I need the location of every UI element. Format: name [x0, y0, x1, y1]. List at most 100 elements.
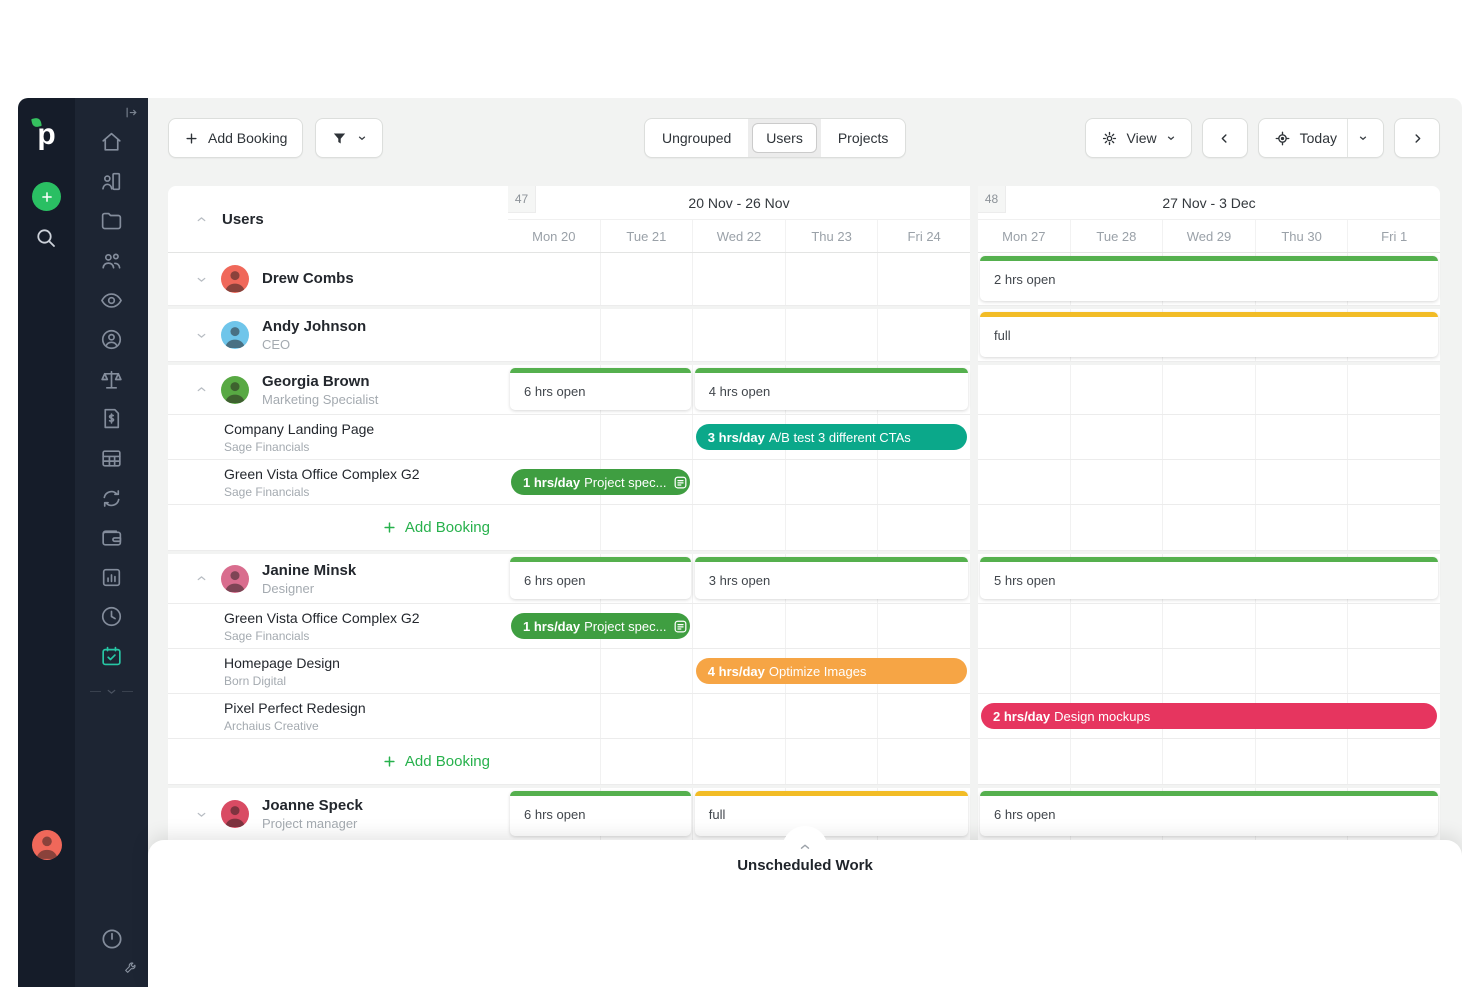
- day-cell[interactable]: [1256, 415, 1349, 459]
- day-cell[interactable]: [601, 554, 694, 603]
- day-cell[interactable]: [978, 415, 1071, 459]
- day-cell[interactable]: [601, 694, 694, 738]
- day-cell[interactable]: [878, 253, 970, 305]
- collapse-group-chevron[interactable]: [195, 213, 208, 226]
- project-row-green-vista-office-complex-g2[interactable]: Green Vista Office Complex G2 Sage Finan…: [168, 604, 508, 649]
- day-header-cell[interactable]: Thu 30: [1256, 220, 1349, 252]
- day-cell[interactable]: [1348, 604, 1440, 648]
- day-cell[interactable]: [978, 649, 1071, 693]
- day-header-cell[interactable]: Thu 23: [786, 220, 879, 252]
- expand-user-chevron[interactable]: [195, 329, 208, 342]
- day-cell[interactable]: [601, 309, 694, 361]
- availability-card[interactable]: 6 hrs open: [510, 791, 691, 836]
- day-header-cell[interactable]: Mon 27: [978, 220, 1071, 252]
- availability-card[interactable]: full: [694, 791, 968, 836]
- sidebar-item-clients[interactable]: [75, 162, 148, 202]
- view-button[interactable]: View: [1084, 118, 1192, 158]
- availability-card[interactable]: 3 hrs open: [694, 557, 968, 599]
- avatar[interactable]: [221, 265, 249, 293]
- day-cell[interactable]: [601, 649, 694, 693]
- day-cell[interactable]: [978, 739, 1071, 784]
- day-cell[interactable]: [978, 460, 1071, 504]
- booking-pill[interactable]: 4 hrs/day Optimize Images: [695, 658, 967, 684]
- sidebar-item-watching-eye[interactable]: [75, 280, 148, 320]
- sidebar-item-scheduler-calendar[interactable]: [75, 637, 148, 677]
- day-cell[interactable]: [978, 505, 1071, 550]
- search-icon[interactable]: [34, 226, 58, 255]
- day-cell[interactable]: [601, 739, 694, 784]
- day-cell[interactable]: [693, 309, 786, 361]
- booking-pill[interactable]: 1 hrs/day Project spec...: [511, 469, 690, 495]
- availability-card[interactable]: 6 hrs open: [510, 368, 691, 410]
- day-cell[interactable]: [601, 253, 694, 305]
- day-cell[interactable]: [508, 649, 601, 693]
- expand-user-chevron[interactable]: [195, 273, 208, 286]
- availability-card[interactable]: full: [980, 312, 1438, 357]
- day-cell[interactable]: [1348, 739, 1440, 784]
- day-header-cell[interactable]: Tue 28: [1071, 220, 1164, 252]
- avatar[interactable]: [221, 321, 249, 349]
- expand-sidebar-icon[interactable]: [124, 105, 139, 125]
- sidebar-item-timesheets-table[interactable]: [75, 439, 148, 479]
- tab-projects[interactable]: Projects: [837, 130, 889, 146]
- day-cell[interactable]: [878, 694, 970, 738]
- day-header-cell[interactable]: Fri 24: [907, 228, 941, 244]
- project-row-pixel-perfect-redesign[interactable]: Pixel Perfect Redesign Archaius Creative: [168, 694, 508, 739]
- user-row-georgia-brown[interactable]: Georgia Brown Marketing Specialist: [168, 365, 508, 415]
- project-row-company-landing-page[interactable]: Company Landing Page Sage Financials: [168, 415, 508, 460]
- next-week-button[interactable]: [1394, 118, 1440, 158]
- day-cell[interactable]: [1256, 505, 1349, 550]
- availability-card[interactable]: 5 hrs open: [980, 557, 1438, 599]
- day-cell[interactable]: [693, 460, 786, 504]
- day-cell[interactable]: [978, 604, 1071, 648]
- day-cell[interactable]: [601, 505, 694, 550]
- sidebar-item-team[interactable]: [75, 241, 148, 281]
- day-cell[interactable]: [1348, 415, 1440, 459]
- project-row-homepage-design[interactable]: Homepage Design Born Digital: [168, 649, 508, 694]
- sidebar-item-wrench[interactable]: [123, 959, 139, 981]
- day-cell[interactable]: [1163, 505, 1256, 550]
- day-cell[interactable]: [878, 460, 970, 504]
- add-booking-inline-button[interactable]: Add Booking: [168, 739, 508, 784]
- day-header-cell[interactable]: Wed 22: [693, 220, 786, 252]
- day-cell[interactable]: [1163, 739, 1256, 784]
- day-header-cell[interactable]: Fri 1: [1381, 228, 1408, 244]
- day-cell[interactable]: [1071, 505, 1164, 550]
- tab-users[interactable]: Users: [748, 119, 821, 157]
- quick-add-button[interactable]: [32, 182, 61, 211]
- day-cell[interactable]: [786, 604, 879, 648]
- day-cell[interactable]: [1163, 460, 1256, 504]
- day-header-cell[interactable]: Mon 20: [508, 220, 601, 252]
- day-cell[interactable]: [693, 604, 786, 648]
- day-cell[interactable]: [1071, 365, 1164, 414]
- day-cell[interactable]: [508, 253, 601, 305]
- sidebar-item-time-clock[interactable]: [75, 597, 148, 637]
- day-cell[interactable]: [601, 365, 694, 414]
- availability-card[interactable]: 6 hrs open: [510, 557, 691, 599]
- day-cell[interactable]: [786, 739, 879, 784]
- day-cell[interactable]: [508, 415, 601, 459]
- add-booking-button[interactable]: Add Booking: [168, 118, 304, 158]
- day-cell[interactable]: [1256, 365, 1349, 414]
- day-cell[interactable]: [1348, 365, 1440, 414]
- user-row-andy-johnson[interactable]: Andy Johnson CEO: [168, 309, 508, 362]
- day-cell[interactable]: [1071, 649, 1164, 693]
- expand-user-chevron[interactable]: [195, 383, 208, 396]
- day-cell[interactable]: [1348, 460, 1440, 504]
- day-cell[interactable]: [693, 739, 786, 784]
- day-cell[interactable]: [1348, 649, 1440, 693]
- group-header-users[interactable]: Users: [168, 186, 508, 253]
- day-cell[interactable]: [693, 505, 786, 550]
- day-cell[interactable]: [1163, 415, 1256, 459]
- sidebar-item-contact[interactable]: [75, 320, 148, 360]
- day-cell[interactable]: [601, 788, 694, 840]
- prev-week-button[interactable]: [1201, 118, 1248, 158]
- expand-user-chevron[interactable]: [195, 572, 208, 585]
- day-cell[interactable]: [1071, 415, 1164, 459]
- day-cell[interactable]: [601, 460, 694, 504]
- day-cell[interactable]: [1256, 649, 1349, 693]
- booking-pill[interactable]: 3 hrs/day A/B test 3 different CTAs: [695, 424, 967, 450]
- day-cell[interactable]: [878, 309, 970, 361]
- user-row-janine-minsk[interactable]: Janine Minsk Designer: [168, 554, 508, 604]
- user-row-drew-combs[interactable]: Drew Combs: [168, 253, 508, 306]
